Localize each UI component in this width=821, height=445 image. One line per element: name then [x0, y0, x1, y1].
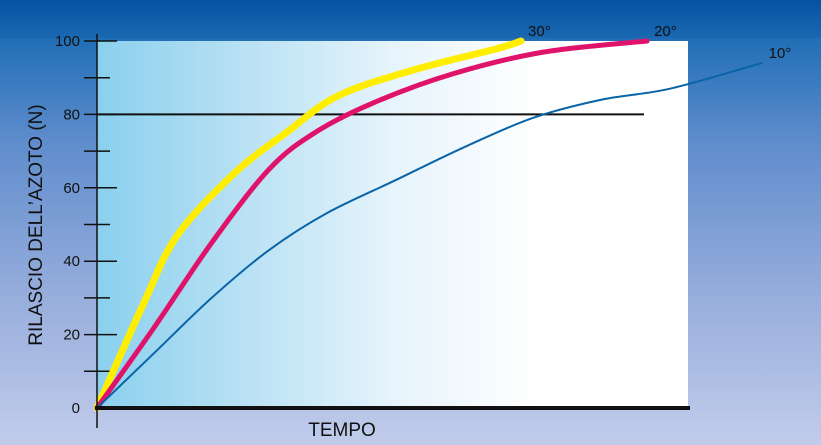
- series-line: [93, 37, 525, 412]
- y-tick-label: 40: [63, 253, 80, 270]
- series-group: [93, 37, 763, 412]
- series-label: 20°: [654, 23, 677, 40]
- series-label: 10°: [769, 45, 792, 62]
- x-axis-title: TEMPO: [308, 420, 376, 441]
- series-labels: 30° 20° 10°: [528, 23, 791, 62]
- y-tick-label: 20: [63, 327, 80, 344]
- y-tick-label: 60: [63, 180, 80, 197]
- series-line: [94, 38, 650, 411]
- y-axis-title: RILASCIO DELL’AZOTO (N): [26, 104, 47, 345]
- y-tick-label: 0: [72, 400, 80, 417]
- series-label: 30°: [528, 23, 551, 40]
- y-tick-label: 100: [55, 33, 80, 50]
- y-tick-labels: 0 20 40 60 80 100: [55, 33, 80, 417]
- series-line: [96, 62, 763, 409]
- header-band: [0, 0, 821, 38]
- y-tick-label: 80: [63, 106, 80, 123]
